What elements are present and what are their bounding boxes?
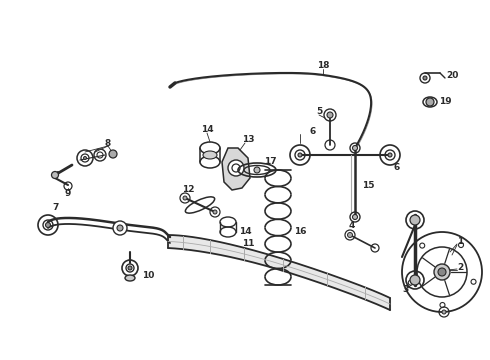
Circle shape: [254, 167, 260, 173]
Circle shape: [352, 145, 358, 150]
Circle shape: [426, 98, 434, 106]
Circle shape: [298, 153, 302, 157]
Circle shape: [183, 196, 187, 200]
Text: 13: 13: [242, 135, 254, 144]
Circle shape: [347, 233, 352, 238]
Circle shape: [459, 243, 464, 248]
Text: 3: 3: [402, 285, 408, 294]
Circle shape: [327, 112, 333, 118]
Circle shape: [442, 310, 446, 314]
Text: 14: 14: [201, 126, 213, 135]
Circle shape: [388, 153, 392, 157]
Text: 11: 11: [242, 238, 254, 248]
Circle shape: [83, 157, 87, 159]
Text: 16: 16: [294, 228, 306, 237]
Circle shape: [408, 280, 413, 285]
Circle shape: [228, 160, 244, 176]
Ellipse shape: [125, 275, 135, 281]
Text: 12: 12: [182, 185, 194, 194]
Polygon shape: [222, 148, 250, 190]
Circle shape: [117, 225, 123, 231]
Circle shape: [352, 215, 358, 220]
Ellipse shape: [203, 151, 217, 159]
Text: 4: 4: [349, 220, 355, 230]
Text: 8: 8: [105, 139, 111, 148]
Circle shape: [46, 222, 50, 228]
Text: 14: 14: [239, 228, 251, 237]
Circle shape: [410, 275, 420, 285]
Circle shape: [128, 266, 132, 270]
Text: 6: 6: [310, 126, 316, 135]
Circle shape: [471, 279, 476, 284]
Text: 15: 15: [362, 180, 374, 189]
Circle shape: [113, 221, 127, 235]
Circle shape: [51, 171, 58, 179]
Text: 9: 9: [65, 189, 71, 198]
Text: 2: 2: [457, 264, 463, 273]
Circle shape: [109, 150, 117, 158]
Text: 7: 7: [53, 203, 59, 212]
Circle shape: [434, 264, 450, 280]
Text: 10: 10: [142, 271, 154, 280]
Circle shape: [438, 268, 446, 276]
Text: 18: 18: [317, 62, 329, 71]
Text: 5: 5: [316, 108, 322, 117]
Circle shape: [213, 210, 217, 214]
Text: 17: 17: [264, 157, 276, 166]
Circle shape: [423, 76, 427, 80]
Circle shape: [410, 215, 420, 225]
Text: 20: 20: [446, 72, 458, 81]
Circle shape: [440, 302, 445, 307]
Text: 1: 1: [457, 238, 463, 247]
Circle shape: [420, 243, 425, 248]
Text: 19: 19: [439, 98, 451, 107]
Text: 6: 6: [394, 163, 400, 172]
